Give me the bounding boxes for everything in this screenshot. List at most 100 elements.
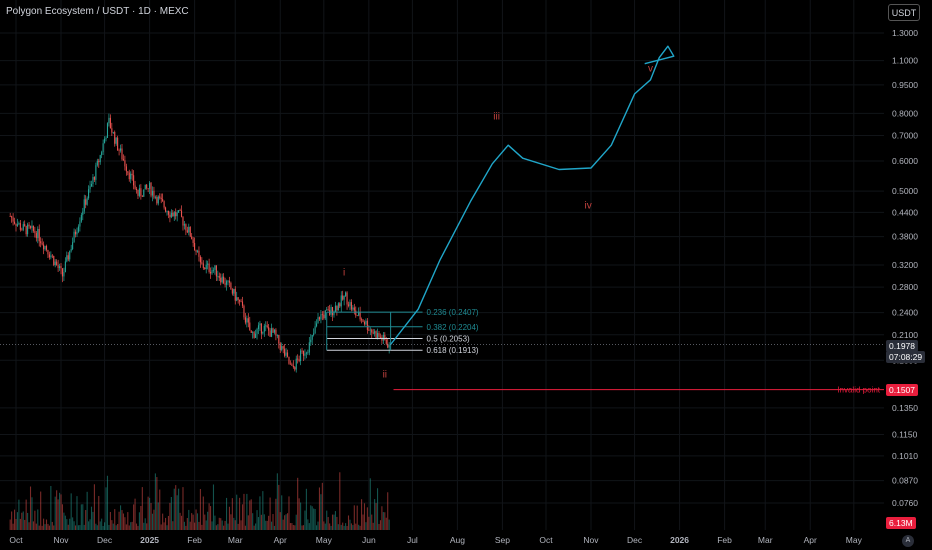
price-axis[interactable]: 1.3000 1.1000 0.9500 0.8000 0.7000 0.6000 0.50… bbox=[884, 0, 932, 550]
y-tick-label: 0.3200 bbox=[892, 260, 918, 270]
volume-bar bbox=[307, 519, 309, 530]
volume-bar bbox=[308, 523, 310, 530]
candle-body bbox=[272, 328, 274, 333]
volume-bar bbox=[119, 505, 122, 530]
wave-label: iv bbox=[584, 201, 591, 212]
volume-bar bbox=[384, 512, 386, 530]
volume-bar bbox=[211, 521, 213, 530]
time-axis[interactable]: Oct Nov Dec 2025 Feb Mar Apr May Jun Jul Aug Sep Oct… bbox=[9, 535, 862, 545]
x-tick-label: Jun bbox=[362, 535, 376, 545]
volume-bar bbox=[317, 521, 319, 530]
volume-bar bbox=[289, 523, 291, 530]
volume-bar bbox=[349, 519, 351, 530]
volume-bar bbox=[130, 522, 132, 530]
volume-bar bbox=[194, 522, 196, 530]
candle-body bbox=[109, 117, 111, 129]
auto-scale-button[interactable]: A bbox=[902, 535, 914, 547]
volume-bar bbox=[73, 521, 75, 530]
volume-bar bbox=[19, 518, 21, 530]
candle-body bbox=[154, 196, 156, 198]
volume-bar bbox=[74, 525, 77, 530]
volume-bar bbox=[41, 525, 43, 530]
candle-body bbox=[263, 325, 265, 332]
volume-bar bbox=[89, 519, 91, 530]
candle-body bbox=[73, 231, 75, 243]
candle-body bbox=[57, 265, 59, 268]
candle-body bbox=[146, 184, 148, 189]
y-tick-label: 0.1350 bbox=[892, 403, 918, 413]
volume-bar bbox=[247, 515, 249, 530]
volume-bar bbox=[311, 506, 313, 530]
volume-bar bbox=[331, 514, 334, 530]
volume-bar bbox=[281, 495, 283, 530]
candle-body bbox=[358, 312, 360, 316]
candle-body bbox=[138, 188, 140, 196]
volume-bar bbox=[217, 524, 219, 530]
candle-body bbox=[82, 211, 84, 215]
candle-body bbox=[288, 356, 290, 364]
volume-bar bbox=[45, 519, 48, 530]
candle-body bbox=[43, 244, 45, 250]
wave-label: v bbox=[648, 64, 653, 75]
volume-bar bbox=[263, 514, 265, 530]
candle-body bbox=[165, 207, 167, 212]
volume-bar bbox=[166, 525, 168, 530]
volume-bar bbox=[371, 514, 373, 530]
candle-body bbox=[28, 224, 30, 227]
volume-bar bbox=[178, 488, 180, 530]
volume-bar bbox=[76, 496, 78, 530]
volume-bar bbox=[82, 504, 84, 530]
candle-body bbox=[300, 350, 302, 362]
candle-body bbox=[115, 137, 117, 144]
candle-body bbox=[313, 333, 315, 336]
candle-body bbox=[371, 329, 373, 333]
x-tick-label: Mar bbox=[758, 535, 773, 545]
candle-body bbox=[63, 272, 65, 277]
candle-body bbox=[111, 128, 113, 133]
volume-bar bbox=[333, 514, 335, 530]
fib-retracement[interactable]: 0.236 (0.2407) 0.382 (0.2204) 0.5 (0.2053)… bbox=[326, 308, 479, 355]
currency-button[interactable]: USDT bbox=[888, 4, 920, 21]
candle-body bbox=[311, 335, 313, 340]
y-tick-label: 0.1010 bbox=[892, 451, 918, 461]
candle-body bbox=[175, 212, 177, 217]
volume-bar bbox=[379, 520, 382, 530]
fib-level-label: 0.382 (0.2204) bbox=[427, 323, 479, 332]
candle-body bbox=[239, 300, 241, 302]
candle-body bbox=[50, 255, 52, 258]
candle-body bbox=[186, 230, 188, 233]
volume-bar bbox=[196, 513, 199, 530]
volume-bar bbox=[314, 508, 316, 530]
candle-body bbox=[321, 314, 323, 316]
y-tick-label: 0.4400 bbox=[892, 207, 918, 217]
candle-body bbox=[179, 210, 181, 211]
candle-body bbox=[218, 276, 220, 278]
candle-body bbox=[19, 223, 21, 230]
volume-bar bbox=[288, 496, 290, 530]
volume-bar bbox=[149, 497, 151, 530]
volume-bar bbox=[186, 517, 188, 530]
candle-body bbox=[314, 326, 316, 334]
candle-body bbox=[234, 288, 236, 301]
volume-bar bbox=[381, 506, 383, 530]
candle-body bbox=[150, 182, 152, 196]
volume-bar bbox=[96, 525, 98, 530]
candle-body bbox=[35, 233, 37, 239]
volume-bar bbox=[302, 525, 305, 530]
candle-body bbox=[305, 352, 307, 354]
volume-bar bbox=[230, 514, 232, 530]
candle-body bbox=[375, 331, 377, 339]
volume-bar bbox=[321, 482, 323, 530]
candle-body bbox=[362, 319, 364, 322]
candle-body bbox=[106, 123, 109, 138]
candle-body bbox=[333, 311, 335, 316]
candle-body bbox=[369, 329, 371, 331]
candle-body bbox=[291, 364, 293, 366]
candle-body bbox=[327, 309, 329, 311]
candle-body bbox=[25, 225, 27, 235]
volume-bar bbox=[234, 520, 236, 530]
x-tick-label: Sep bbox=[495, 535, 510, 545]
candle-body bbox=[173, 212, 175, 217]
volume-bar bbox=[212, 484, 215, 530]
